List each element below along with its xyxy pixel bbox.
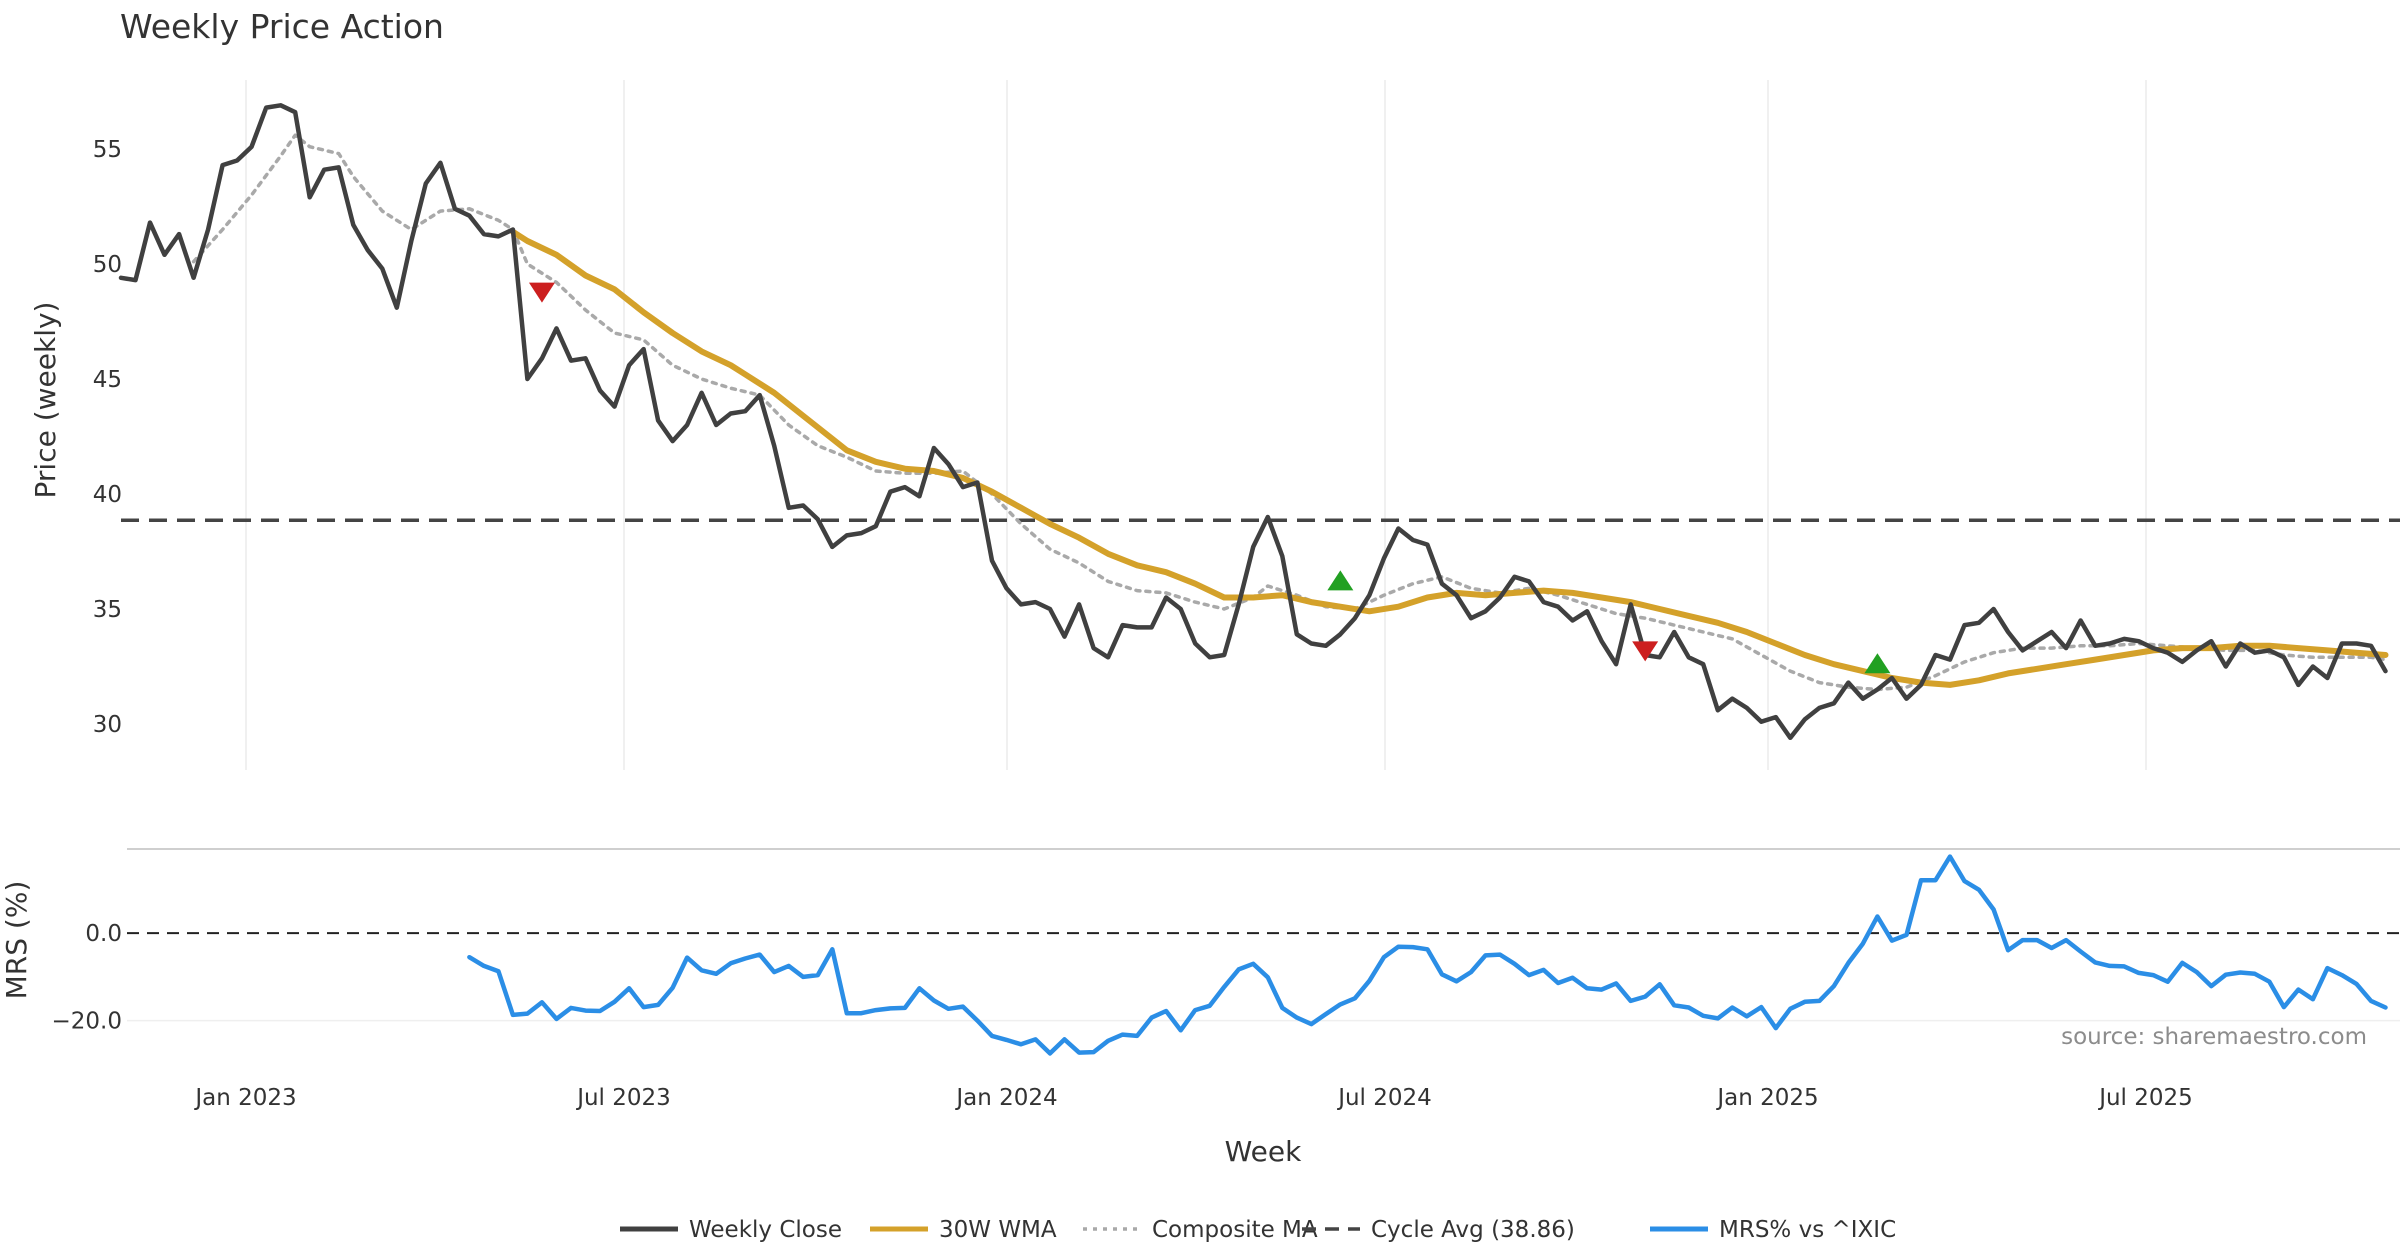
legend: Weekly Close 30W WMA Composite MA Cycle Avg…: [620, 1217, 1896, 1243]
sell-signal-marker: [1632, 641, 1659, 662]
sell-signal-marker: [528, 282, 555, 303]
mrs-y-tick-label: 0.0: [85, 921, 122, 947]
mrs-y-tick-label: −20.0: [52, 1009, 122, 1035]
chart-title: Weekly Price Action: [120, 7, 444, 46]
legend-item: Cycle Avg (38.86): [1302, 1217, 1575, 1243]
buy-signal-marker: [1327, 570, 1354, 591]
x-axis-label: Week: [1225, 1135, 1302, 1168]
legend-item: MRS% vs ^IXIC: [1650, 1217, 1896, 1243]
price-y-tick-label: 30: [93, 712, 122, 738]
legend-item: 30W WMA: [870, 1217, 1057, 1243]
legend-item: Weekly Close: [620, 1217, 842, 1243]
legend-label: Cycle Avg (38.86): [1371, 1217, 1575, 1243]
wma-30w-line: [509, 228, 2389, 688]
price-y-axis-label: Price (weekly): [29, 302, 62, 499]
price-y-tick-label: 55: [93, 137, 122, 163]
mrs-line: [467, 854, 2388, 1056]
legend-label: 30W WMA: [939, 1217, 1057, 1243]
legend-label: Weekly Close: [689, 1217, 842, 1243]
x-tick-label: Jan 2025: [1715, 1085, 1818, 1111]
legend-label: MRS% vs ^IXIC: [1719, 1217, 1896, 1243]
x-tick-label: Jul 2024: [1336, 1085, 1432, 1111]
legend-item: Composite MA: [1083, 1217, 1318, 1243]
legend-label: Composite MA: [1152, 1217, 1318, 1243]
x-tick-label: Jul 2025: [2097, 1085, 2193, 1111]
price-y-tick-label: 40: [93, 482, 122, 508]
price-y-tick-label: 45: [93, 367, 122, 393]
source-note: source: sharemaestro.com: [2061, 1024, 2367, 1050]
x-tick-label: Jan 2023: [193, 1085, 296, 1111]
price-y-tick-label: 50: [93, 252, 122, 278]
buy-signal-marker: [1864, 653, 1891, 674]
price-y-tick-label: 35: [93, 597, 122, 623]
x-tick-label: Jan 2024: [954, 1085, 1057, 1111]
x-tick-label: Jul 2023: [575, 1085, 671, 1111]
weekly-close-line: [118, 103, 2388, 741]
mrs-y-axis-label: MRS (%): [0, 881, 33, 1000]
